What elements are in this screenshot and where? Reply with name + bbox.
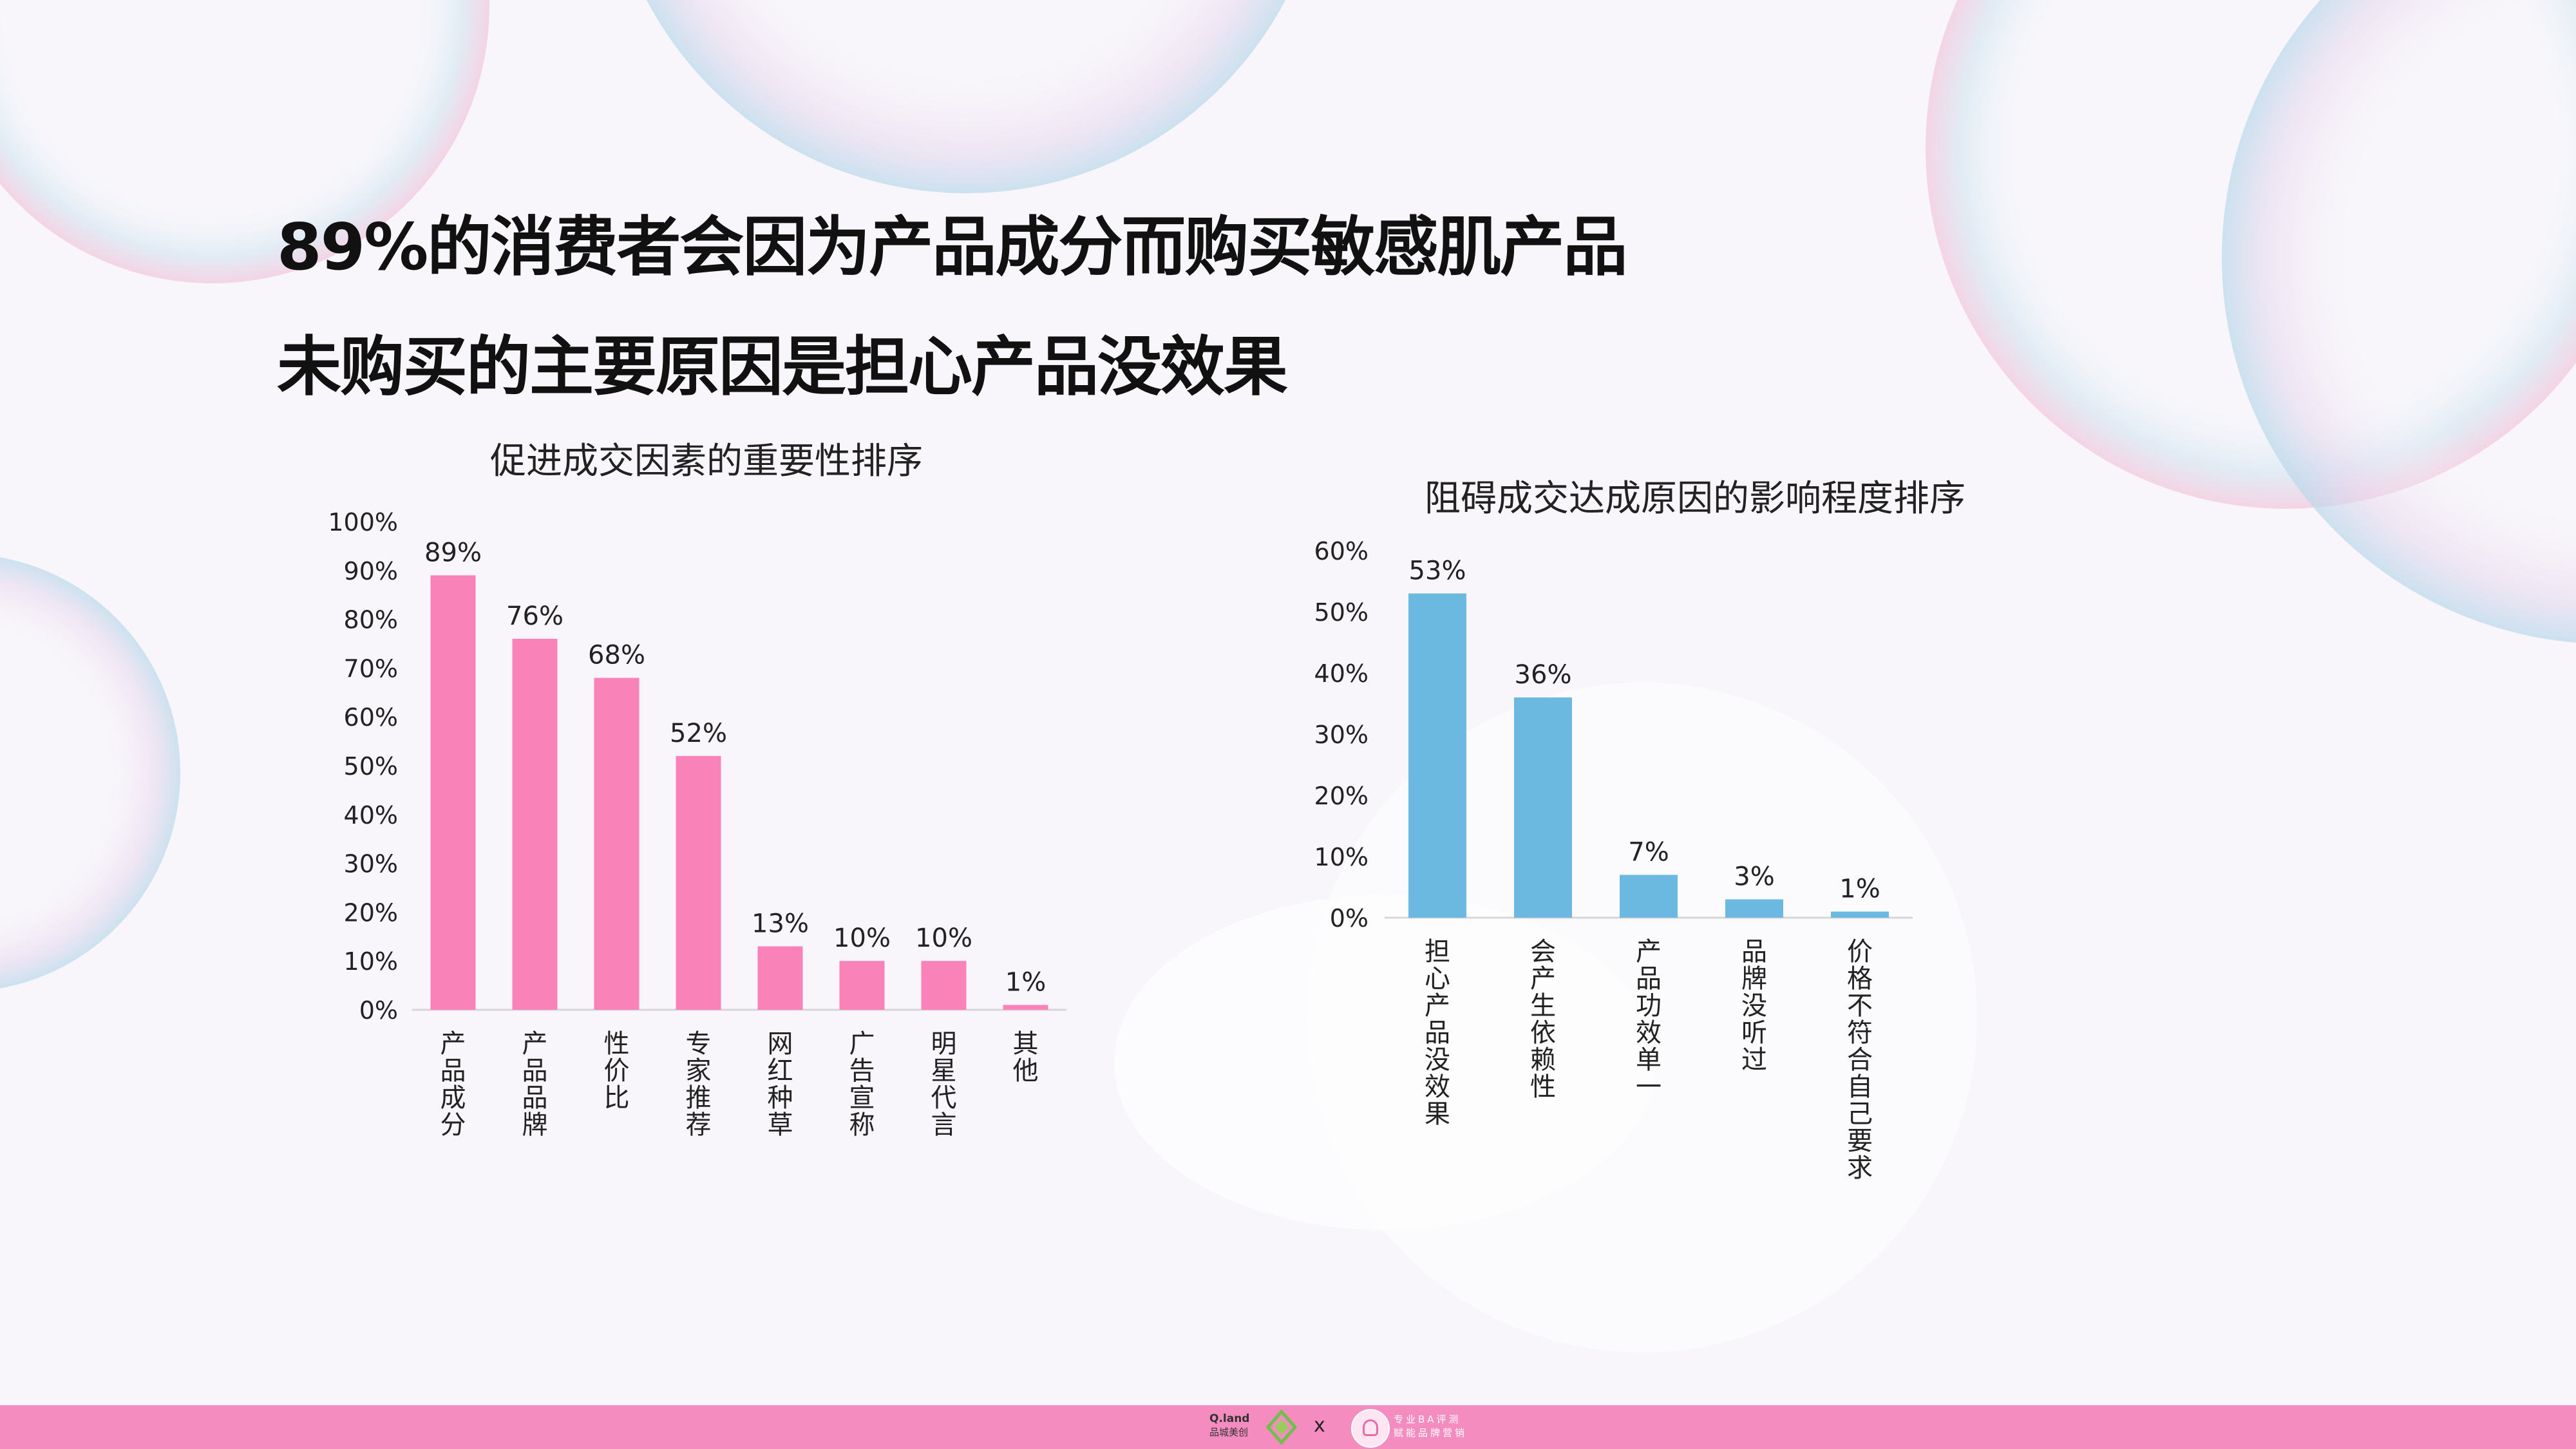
data-label: 52%	[670, 719, 727, 748]
data-label: 10%	[833, 923, 891, 953]
chart-purchase-factors: 促进成交因素的重要性排序 0% 10% 20% 30% 40% 50% 60% 70% 80% 90…	[328, 440, 1066, 1140]
chart-purchase-barriers: 阻碍成交达成原因的影响程度排序 0% 10% 20% 30% 40% 50% 60% 53% 担心…	[1314, 478, 1965, 1183]
category-label: 专家推荐	[686, 1029, 712, 1140]
data-label: 1%	[1839, 875, 1880, 904]
category-label: 产品功效单一	[1636, 937, 1662, 1102]
category-label: 产品品牌	[522, 1029, 548, 1140]
data-label: 36%	[1515, 660, 1572, 690]
data-label: 68%	[588, 641, 645, 670]
category-label: 广告宣称	[849, 1029, 875, 1140]
y-tick-label: 20%	[1314, 782, 1368, 810]
ba-review-logo-text: 专业BA评测 赋能品牌营销	[1394, 1413, 1484, 1440]
qland-logo-subtext: 品城美创	[1209, 1426, 1249, 1438]
y-tick-label: 10%	[344, 947, 398, 976]
bar	[839, 961, 885, 1010]
y-tick-label: 50%	[344, 752, 398, 781]
y-tick-label: 40%	[344, 801, 398, 829]
data-label: 10%	[915, 923, 972, 953]
y-tick-label: 30%	[344, 850, 398, 878]
data-label: 3%	[1734, 862, 1774, 892]
category-label: 明星代言	[931, 1029, 957, 1140]
bar	[512, 638, 558, 1010]
qland-logo: Q.land 品城美创	[1209, 1412, 1274, 1443]
bar	[1514, 697, 1572, 918]
y-tick-label: 80%	[344, 606, 398, 634]
data-label: 76%	[506, 601, 564, 631]
ba-review-logo-icon	[1351, 1409, 1390, 1448]
data-label: 13%	[752, 909, 809, 938]
headline-primary: 89%的消费者会因为产品成分而购买敏感肌产品	[277, 209, 1627, 285]
bar	[676, 755, 721, 1010]
category-label: 其他	[1013, 1029, 1039, 1086]
y-tick-label: 50%	[1314, 598, 1368, 627]
y-tick-label: 90%	[344, 557, 398, 585]
ba-review-line2: 赋能品牌营销	[1394, 1427, 1468, 1439]
bar	[430, 575, 476, 1010]
data-label: 7%	[1628, 838, 1669, 867]
category-label: 品牌没听过	[1741, 937, 1767, 1075]
y-tick-label: 60%	[1314, 537, 1368, 565]
bar	[1725, 899, 1783, 918]
y-tick-label: 0%	[359, 996, 398, 1025]
category-label: 网红种草	[768, 1029, 793, 1140]
bar	[1620, 875, 1678, 918]
y-tick-label: 40%	[1314, 659, 1368, 688]
y-tick-label: 100%	[328, 508, 398, 536]
category-label: 产品成分	[440, 1029, 466, 1140]
data-label: 1%	[1005, 967, 1046, 997]
category-label: 价格不符合自己要求	[1847, 937, 1873, 1183]
bar	[1408, 593, 1466, 918]
bar	[921, 961, 967, 1010]
y-tick-label: 30%	[1314, 721, 1368, 749]
y-tick-label: 60%	[344, 703, 398, 732]
bar	[1831, 911, 1889, 918]
y-tick-label: 70%	[344, 654, 398, 683]
category-label: 会产生依赖性	[1530, 937, 1556, 1102]
chart-title: 阻碍成交达成原因的影响程度排序	[1425, 478, 1965, 520]
chart-title: 促进成交因素的重要性排序	[490, 440, 923, 482]
ba-review-line1: 专业BA评测	[1394, 1414, 1461, 1425]
bar	[594, 677, 639, 1010]
qland-logo-text: Q.land	[1209, 1412, 1250, 1425]
data-label: 53%	[1409, 556, 1466, 586]
qland-mark-icon	[1265, 1409, 1298, 1445]
bar	[1003, 1005, 1048, 1010]
bar	[757, 946, 803, 1010]
footer-separator: x	[1314, 1414, 1325, 1437]
headline-secondary: 未购买的主要原因是担心产品没效果	[277, 329, 1288, 404]
category-label: 性价比	[604, 1029, 630, 1113]
y-tick-label: 0%	[1330, 904, 1368, 933]
category-label: 担心产品没效果	[1425, 937, 1450, 1129]
y-tick-label: 20%	[344, 898, 398, 927]
y-tick-label: 10%	[1314, 843, 1368, 871]
data-label: 89%	[424, 538, 482, 567]
